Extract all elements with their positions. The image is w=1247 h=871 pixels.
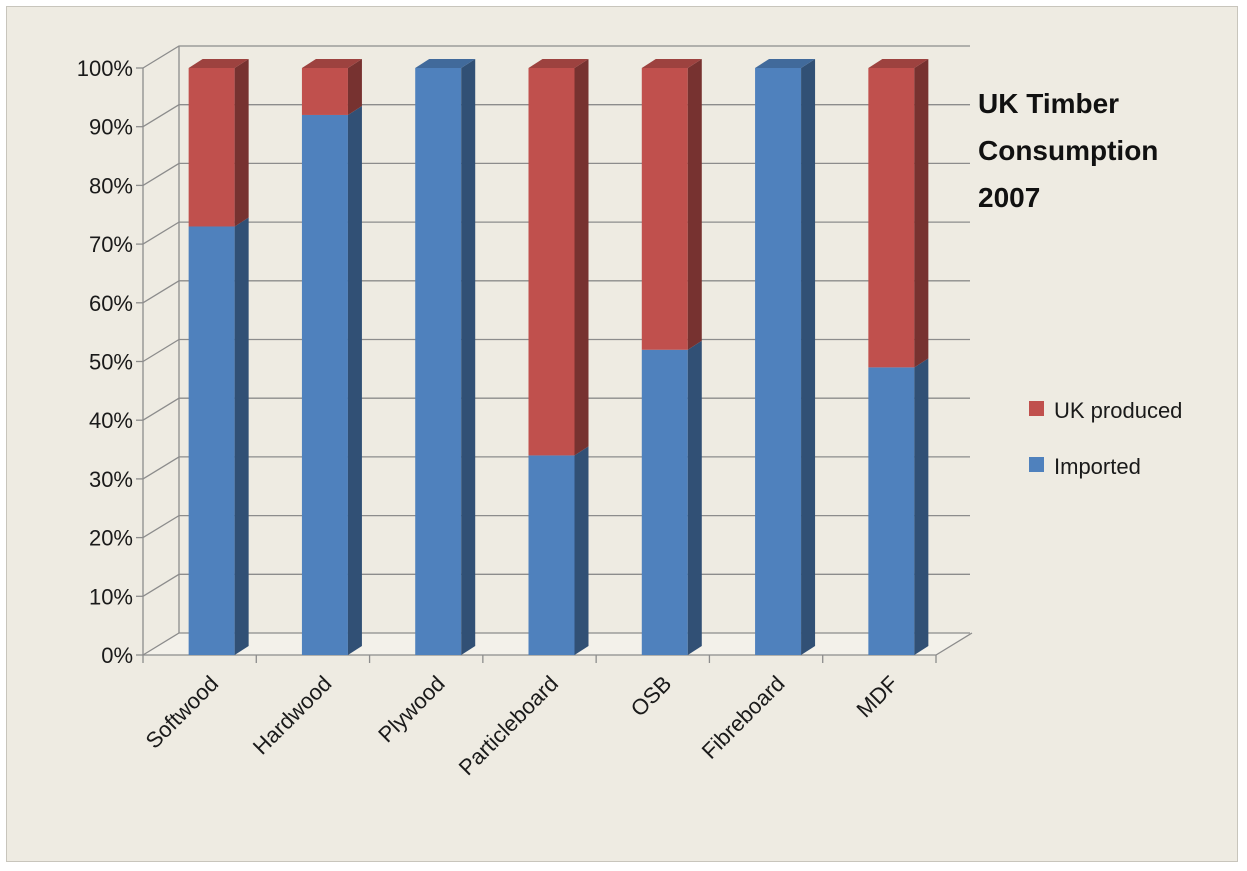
axes xyxy=(136,46,973,663)
x-tick-label: Plywood xyxy=(373,671,449,747)
bar-osb-imported xyxy=(641,340,702,655)
bar-front xyxy=(528,455,575,655)
bar-front xyxy=(755,68,802,655)
x-tick-label: Hardwood xyxy=(248,671,337,760)
bar-particleboard-uk-produced xyxy=(528,59,589,456)
y-tick-labels: 0% 10% 20% 30% 40% 50% 60% 70% 80% 90% 100% xyxy=(77,56,133,668)
x-tick-label: Softwood xyxy=(141,671,224,754)
legend-swatch-imported xyxy=(1029,457,1044,472)
chart-title-line-3: 2007 xyxy=(978,182,1040,213)
bar-side xyxy=(347,105,362,655)
bar-top xyxy=(528,59,589,68)
y-tick-label: 10% xyxy=(89,584,133,609)
x-tick-label: MDF xyxy=(852,671,903,722)
y-tick-label: 20% xyxy=(89,526,133,551)
bar-side xyxy=(801,59,816,655)
chart-title-line-1: UK Timber xyxy=(978,88,1119,119)
x-tick-labels: Softwood Hardwood Plywood Particleboard OSB F… xyxy=(141,671,903,780)
bar-fibreboard-imported xyxy=(755,59,816,655)
y-tick-label: 90% xyxy=(89,115,133,140)
y-tick-label: 60% xyxy=(89,291,133,316)
x-tick-label: Particleboard xyxy=(454,671,563,780)
bar-top xyxy=(415,59,476,68)
y-tick-label: 40% xyxy=(89,408,133,433)
bar-side xyxy=(234,59,249,227)
bar-front xyxy=(868,68,915,368)
bar-mdf-uk-produced xyxy=(868,59,929,368)
bar-hardwood-uk-produced xyxy=(301,59,362,115)
bar-side xyxy=(914,358,929,655)
bar-top xyxy=(188,59,249,68)
y-tick-label: 70% xyxy=(89,232,133,257)
bar-softwood-imported xyxy=(188,217,249,656)
bar-side xyxy=(347,59,362,115)
y-tick-label: 100% xyxy=(77,56,133,81)
bar-side xyxy=(687,340,702,655)
y-tick-label: 80% xyxy=(89,173,133,198)
chart-title: UK Timber Consumption 2007 xyxy=(978,88,1158,213)
bar-hardwood-imported xyxy=(301,105,362,655)
bar-front xyxy=(301,68,348,115)
bar-front xyxy=(641,349,688,655)
bar-side xyxy=(687,59,702,350)
bar-side xyxy=(574,446,589,655)
chart-title-line-2: Consumption xyxy=(978,135,1158,166)
bar-side xyxy=(914,59,929,368)
legend-swatch-uk-produced xyxy=(1029,401,1044,416)
y-tick-label: 50% xyxy=(89,350,133,375)
bar-front xyxy=(528,68,575,456)
legend-label-uk-produced: UK produced xyxy=(1054,398,1182,423)
bar-mdf-imported xyxy=(868,358,929,655)
bar-plywood-imported xyxy=(415,59,476,655)
bar-front xyxy=(188,226,235,656)
bar-top xyxy=(641,59,702,68)
bar-front xyxy=(188,68,235,227)
bar-front xyxy=(301,114,348,655)
legend-label-imported: Imported xyxy=(1054,454,1141,479)
bar-side xyxy=(234,217,249,656)
x-tick-label: Fibreboard xyxy=(697,671,790,764)
y-tick-label: 0% xyxy=(101,643,133,668)
bar-softwood-uk-produced xyxy=(188,59,249,227)
bar-front xyxy=(868,367,915,655)
bar-front xyxy=(641,68,688,350)
bar-side xyxy=(461,59,476,655)
bar-front xyxy=(415,68,462,655)
bar-side xyxy=(574,59,589,456)
bars xyxy=(188,59,929,656)
bar-osb-uk-produced xyxy=(641,59,702,350)
bar-particleboard-imported xyxy=(528,446,589,655)
bar-top xyxy=(755,59,816,68)
bar-top xyxy=(868,59,929,68)
bar-top xyxy=(301,59,362,68)
legend: UK produced Imported xyxy=(1029,398,1182,479)
y-tick-label: 30% xyxy=(89,467,133,492)
x-tick-label: OSB xyxy=(626,671,677,722)
